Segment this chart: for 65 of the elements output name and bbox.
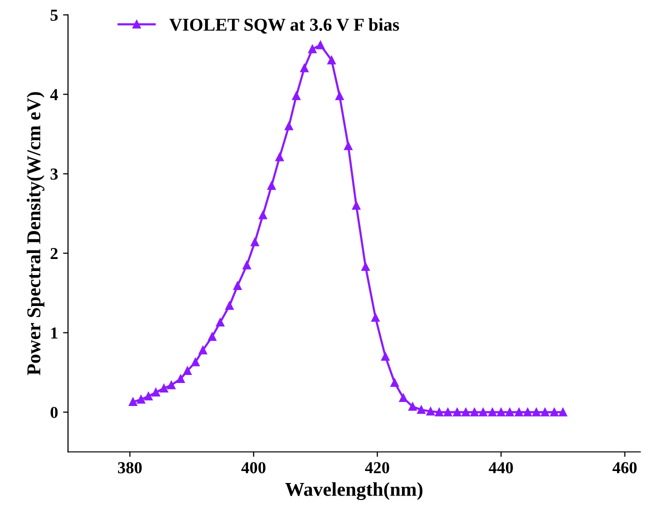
point bbox=[361, 262, 370, 271]
point bbox=[183, 366, 192, 375]
point bbox=[250, 238, 260, 246]
point bbox=[506, 408, 514, 416]
x-tick-label: 420 bbox=[365, 462, 390, 474]
point bbox=[233, 282, 242, 290]
y-tick-label: 3 bbox=[50, 168, 58, 180]
point bbox=[488, 408, 497, 416]
x-axis-title: Wavelength(nm) bbox=[285, 482, 422, 500]
point bbox=[417, 406, 426, 414]
point bbox=[144, 392, 153, 400]
point bbox=[335, 92, 344, 100]
point bbox=[514, 408, 524, 416]
point bbox=[300, 64, 309, 72]
point bbox=[191, 358, 200, 366]
y-tick-label: 2 bbox=[50, 248, 58, 260]
point bbox=[444, 408, 452, 416]
point bbox=[452, 408, 462, 416]
point bbox=[225, 302, 234, 310]
point bbox=[550, 408, 558, 416]
point bbox=[399, 394, 408, 402]
point bbox=[308, 44, 317, 54]
point bbox=[371, 313, 380, 322]
point bbox=[136, 395, 146, 404]
point bbox=[381, 352, 390, 361]
point bbox=[496, 408, 506, 416]
point bbox=[258, 210, 268, 220]
y-tick-label: 5 bbox=[50, 10, 58, 21]
y-tick-label: 0 bbox=[50, 406, 58, 418]
point bbox=[352, 201, 360, 210]
point bbox=[242, 260, 251, 270]
point bbox=[426, 407, 435, 416]
point bbox=[558, 408, 568, 416]
x-tick-label: 380 bbox=[118, 462, 142, 474]
point bbox=[344, 142, 352, 150]
point bbox=[478, 408, 488, 416]
point bbox=[198, 346, 208, 354]
y-tick-label: 1 bbox=[51, 327, 58, 338]
point bbox=[284, 122, 294, 130]
point bbox=[470, 408, 479, 416]
point bbox=[176, 374, 185, 383]
point bbox=[152, 388, 160, 396]
point bbox=[532, 408, 540, 416]
point bbox=[327, 56, 336, 64]
point bbox=[160, 384, 168, 392]
point bbox=[390, 378, 399, 387]
x-tick-label: 460 bbox=[612, 462, 637, 474]
x-tick-label: 440 bbox=[488, 462, 513, 474]
point bbox=[292, 92, 300, 100]
point bbox=[316, 40, 325, 50]
point bbox=[167, 380, 176, 390]
point bbox=[216, 318, 224, 327]
point bbox=[462, 408, 470, 416]
point bbox=[540, 408, 550, 416]
point bbox=[208, 332, 216, 341]
point bbox=[524, 408, 532, 416]
point bbox=[128, 398, 138, 406]
point bbox=[408, 402, 417, 411]
point bbox=[267, 182, 276, 190]
point bbox=[435, 408, 444, 416]
point bbox=[275, 152, 284, 162]
x-tick-label: 400 bbox=[241, 462, 266, 474]
y-axis-title: Power Spectral Density(W/cm eV) bbox=[26, 92, 44, 376]
legend-label: VIOLET SQW at 3.6 V F bias bbox=[169, 18, 400, 34]
y-tick-label: 4 bbox=[50, 89, 58, 100]
